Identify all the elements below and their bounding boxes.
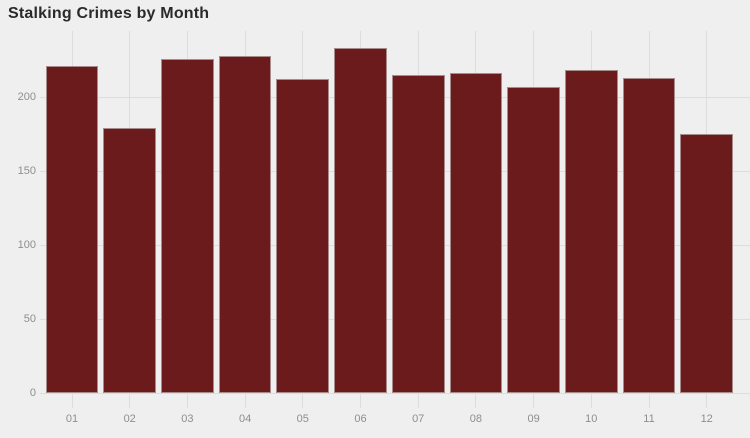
bar-month-02: [103, 128, 157, 393]
y-gridline: [40, 392, 750, 394]
bar-month-11: [622, 77, 676, 393]
y-tick-label: 150: [17, 165, 36, 177]
bar-month-01: [45, 65, 99, 393]
x-tick-label: 01: [65, 413, 79, 425]
bar-month-05: [276, 79, 330, 393]
bar-month-04: [218, 55, 272, 393]
x-tick-label: 02: [123, 413, 136, 425]
bar-month-08: [449, 73, 503, 393]
x-tick-label: 07: [412, 413, 425, 425]
x-tick-label: 11: [643, 413, 655, 425]
bar-month-06: [334, 48, 387, 393]
chart-title: Stalking Crimes by Month: [8, 5, 210, 22]
x-tick-label: 06: [354, 413, 367, 425]
x-tick-label: 10: [585, 413, 598, 425]
bar-month-10: [564, 70, 618, 393]
y-tick-label: 100: [17, 239, 36, 251]
y-tick-label: 0: [29, 387, 36, 399]
x-tick-label: 08: [469, 413, 483, 425]
bar-month-09: [507, 86, 560, 393]
y-tick-label: 200: [17, 91, 36, 103]
x-tick-label: 12: [700, 413, 713, 425]
bar-month-07: [391, 74, 445, 393]
bar-month-03: [161, 58, 214, 393]
x-tick-label: 09: [527, 413, 540, 425]
y-tick-label: 50: [23, 313, 36, 325]
x-tick-label: 03: [181, 413, 194, 425]
x-tick-label: 04: [238, 413, 252, 425]
bar-month-12: [680, 134, 734, 393]
x-tick-label: 05: [296, 413, 309, 425]
